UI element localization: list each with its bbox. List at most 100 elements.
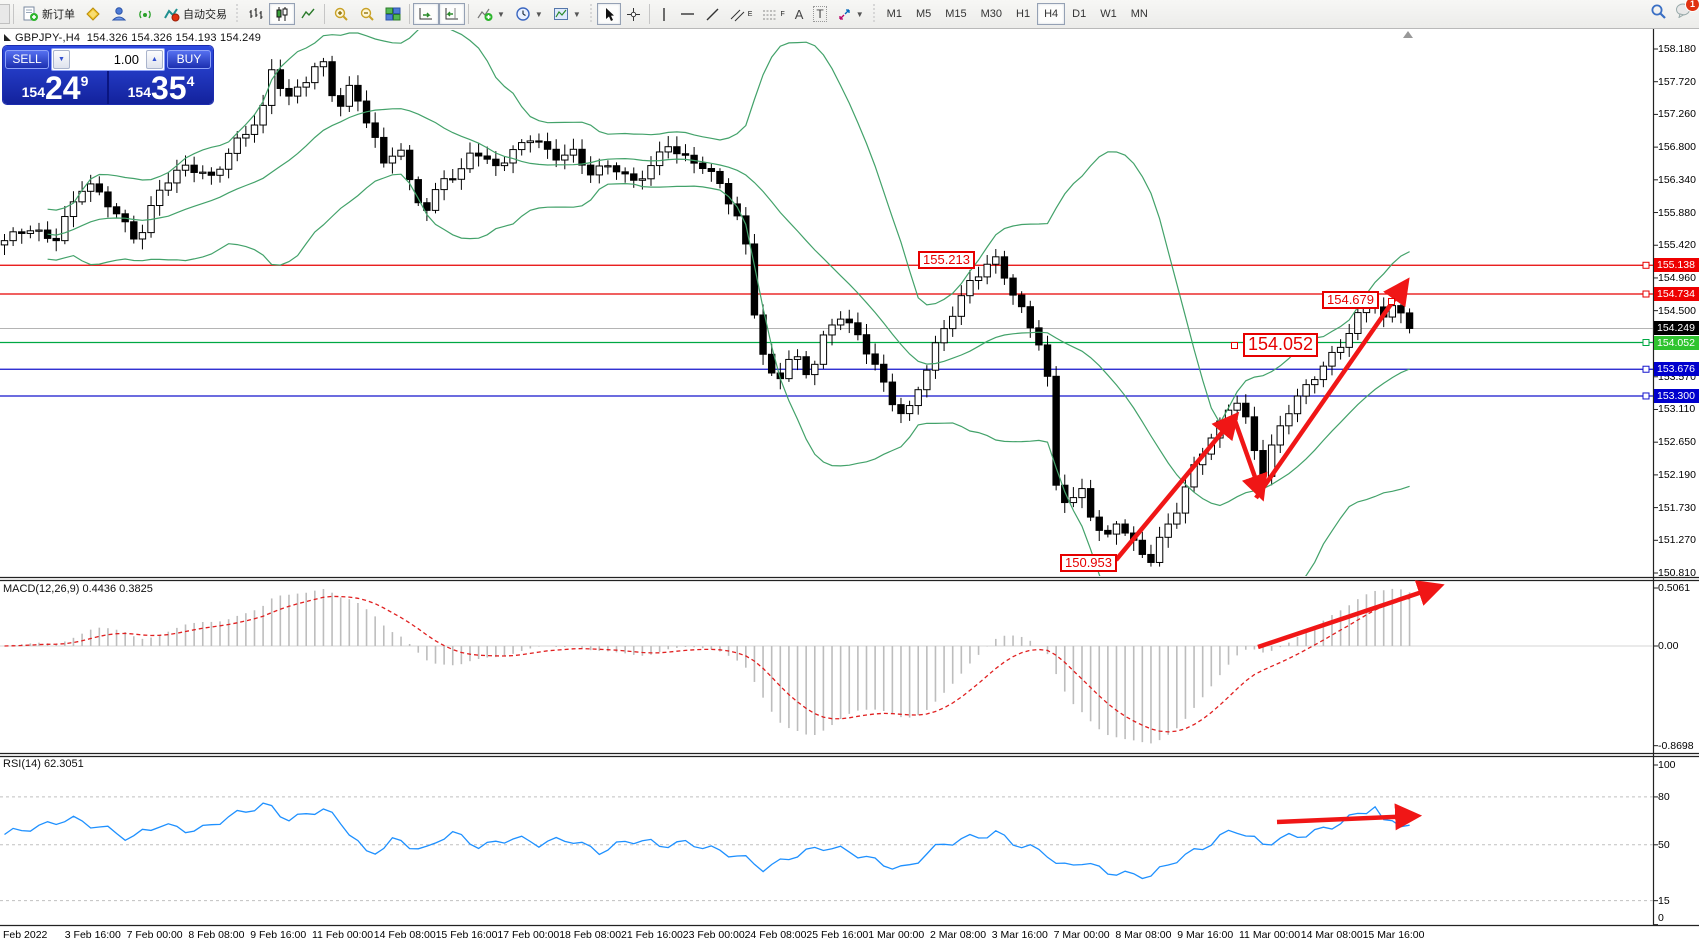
channel-letter: E <box>747 10 753 18</box>
macd-axis-tick: 0.00 <box>1658 640 1679 652</box>
tile-windows-icon <box>385 7 401 21</box>
timeframe-button-M5[interactable]: M5 <box>909 3 938 25</box>
time-axis-label: 18 Feb 08:00 <box>559 929 622 941</box>
trendline-button[interactable] <box>700 3 725 25</box>
price-axis-tick: 155.420 <box>1658 239 1696 252</box>
chart-shift-icon <box>445 8 458 20</box>
signals-button[interactable] <box>132 3 158 25</box>
vertical-line-button[interactable] <box>653 3 675 25</box>
autotrading-label: 自动交易 <box>183 9 227 21</box>
price-badge: 155.138 <box>1654 258 1699 273</box>
timeframe-group: M1 M5 M15 M30 H1 H4 D1 W1 MN <box>880 3 1155 25</box>
dropdown-arrow: ▼ <box>855 9 864 19</box>
vertical-line-icon <box>663 7 665 21</box>
one-click-trade-panel: SELL ▼ 1.00 ▲ BUY 154 24 9 154 35 4 <box>3 46 213 104</box>
metaeditor-button[interactable] <box>80 3 106 25</box>
volume-value[interactable]: 1.00 <box>113 51 139 67</box>
price-axis-tick: 152.190 <box>1658 468 1696 481</box>
crosshair-button[interactable] <box>621 3 646 25</box>
buy-price[interactable]: 154 35 4 <box>109 71 213 104</box>
time-axis-label: 8 Feb 08:00 <box>188 929 245 941</box>
equidistant-channel-button[interactable]: E <box>725 3 758 25</box>
autotrading-button[interactable]: 自动交易 <box>158 3 232 25</box>
toolbar-separator <box>13 4 14 24</box>
time-axis-label: 23 Feb 00:00 <box>682 929 745 941</box>
volume-increase-button[interactable]: ▲ <box>146 49 163 69</box>
sell-price[interactable]: 154 24 9 <box>3 71 107 104</box>
symbol-marker-icon <box>4 34 11 41</box>
time-axis-label: 11 Feb 00:00 <box>312 929 374 941</box>
sell-button[interactable]: SELL <box>5 49 49 69</box>
toolbar-separator <box>324 4 325 24</box>
sell-price-prefix: 154 <box>21 84 45 100</box>
horizontal-line-button[interactable] <box>675 3 700 25</box>
price-axis-tick: 154.500 <box>1658 304 1696 317</box>
rsi-axis-tick: 15 <box>1658 894 1670 907</box>
price-badge: 154.249 <box>1654 321 1699 336</box>
search-icon[interactable] <box>1650 3 1667 20</box>
timeframe-button-H1[interactable]: H1 <box>1009 3 1037 25</box>
timeframe-button-W1[interactable]: W1 <box>1093 3 1124 25</box>
zoom-in-button[interactable] <box>328 3 354 25</box>
volume-stepper: ▼ 1.00 ▲ <box>51 47 165 71</box>
toolbar-separator <box>409 4 410 24</box>
time-axis-label: 8 Mar 08:00 <box>1115 929 1172 941</box>
new-order-button[interactable]: 新订单 <box>17 3 80 25</box>
price-axis-tick: 151.270 <box>1658 534 1696 547</box>
price-callout: 150.953 <box>1060 554 1117 573</box>
timeframe-button-MN[interactable]: MN <box>1124 3 1155 25</box>
time-axis-label: Feb 2022 <box>3 929 48 941</box>
buy-price-pip: 4 <box>186 73 195 89</box>
rsi-axis-tick: 0 <box>1658 912 1664 924</box>
signal-broadcast-icon <box>139 10 151 19</box>
time-axis-label: 17 Feb 00:00 <box>497 929 560 941</box>
zoom-out-button[interactable] <box>354 3 380 25</box>
community-button[interactable] <box>106 3 132 25</box>
timeframe-button-M30[interactable]: M30 <box>974 3 1009 25</box>
cursor-icon <box>605 7 614 21</box>
line-chart-button[interactable] <box>295 3 321 25</box>
price-badge: 153.676 <box>1654 362 1699 377</box>
fibo-letter: F <box>780 10 785 18</box>
fibonacci-button[interactable]: F <box>757 3 789 25</box>
arrows-tool-button[interactable]: ▼ <box>832 3 869 25</box>
chart-shift-button[interactable] <box>439 3 465 25</box>
time-axis-label: 3 Feb 16:00 <box>64 929 121 941</box>
price-axis-tick: 150.810 <box>1658 567 1696 579</box>
tile-windows-button[interactable] <box>380 3 406 25</box>
fibonacci-icon <box>763 10 777 19</box>
partial-toolbar-icon <box>0 4 10 24</box>
chart-symbol-period: GBPJPY-,H4 <box>15 32 81 44</box>
templates-button[interactable]: ▼ <box>548 3 586 25</box>
chart-title: GBPJPY-,H4 154.326 154.326 154.193 154.2… <box>4 32 261 44</box>
text-label-button[interactable]: T <box>808 3 831 25</box>
time-axis-label: 9 Feb 16:00 <box>250 929 307 941</box>
text-button[interactable]: A <box>790 3 809 25</box>
time-axis-label: 2 Mar 08:00 <box>930 929 987 941</box>
zoom-out-icon <box>360 7 374 21</box>
price-axis-tick: 158.180 <box>1658 43 1696 55</box>
price-axis-tick: 153.110 <box>1658 403 1696 416</box>
candlestick-chart-button[interactable] <box>269 3 295 25</box>
toolbar-grip <box>587 4 595 24</box>
timeframe-button-H4[interactable]: H4 <box>1037 3 1066 25</box>
timeframe-button-D1[interactable]: D1 <box>1065 3 1093 25</box>
indicators-button[interactable]: ▼ <box>472 3 510 25</box>
notifications-button[interactable]: 1 <box>1675 0 1699 21</box>
price-axis-tick: 154.960 <box>1658 271 1696 284</box>
volume-decrease-button[interactable]: ▼ <box>53 49 70 69</box>
notification-badge: 1 <box>1685 0 1699 12</box>
bar-chart-button[interactable] <box>243 3 269 25</box>
periods-button[interactable]: ▼ <box>510 3 548 25</box>
buy-button[interactable]: BUY <box>167 49 211 69</box>
timeframe-button-M15[interactable]: M15 <box>938 3 973 25</box>
cursor-button[interactable] <box>596 3 621 25</box>
toolbar-right-icons: 1 <box>1650 0 1699 21</box>
new-order-label: 新订单 <box>42 9 75 21</box>
timeframe-button-M1[interactable]: M1 <box>880 3 909 25</box>
time-axis-label: 21 Feb 16:00 <box>621 929 683 941</box>
time-axis-label: 25 Feb 16:00 <box>806 929 869 941</box>
auto-scroll-button[interactable] <box>413 3 439 25</box>
time-axis-label: 11 Mar 00:00 <box>1239 929 1301 941</box>
